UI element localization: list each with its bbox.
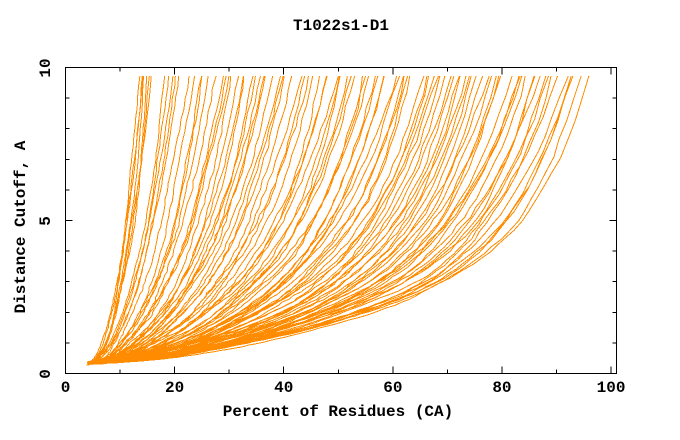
x-tick-label: 60 <box>383 379 403 397</box>
y-tick-label: 5 <box>37 215 55 226</box>
curve-line <box>93 75 254 361</box>
x-tick-label: 0 <box>60 379 71 397</box>
curve-line <box>89 76 150 363</box>
x-tick-label: 100 <box>596 379 626 397</box>
curve-line <box>102 75 484 361</box>
curve-line <box>90 75 203 362</box>
x-tick-label: 40 <box>274 379 294 397</box>
y-tick-label: 10 <box>37 57 55 78</box>
curve-line <box>102 75 535 362</box>
curve-line <box>89 76 180 363</box>
curve-line <box>103 75 572 361</box>
curve-line <box>92 76 203 364</box>
y-axis-label: Distance Cutoff, A <box>12 140 30 314</box>
curve-line <box>102 75 500 363</box>
curve-line <box>104 76 428 362</box>
curve-line <box>86 76 174 363</box>
curve-line <box>90 76 170 365</box>
x-tick-label: 20 <box>164 379 185 397</box>
curve-line <box>100 76 348 362</box>
x-axis-label: Percent of Residues (CA) <box>222 403 454 421</box>
curve-line <box>86 76 148 366</box>
curve-line <box>106 75 455 360</box>
curve-line <box>93 75 227 363</box>
curve-line <box>98 75 435 360</box>
curve-line <box>94 76 341 363</box>
x-tick-label: 80 <box>492 379 512 397</box>
curve-line <box>94 76 245 365</box>
curve-line <box>105 75 461 363</box>
y-tick-label: 0 <box>37 368 55 379</box>
curve-line <box>94 76 244 364</box>
curve-line <box>94 76 256 363</box>
curve-line <box>94 76 266 362</box>
curve-line <box>101 75 477 360</box>
page-title: T1022s1-D1 <box>292 17 390 35</box>
curve-line <box>87 76 144 364</box>
curve-line <box>109 75 582 363</box>
curve-line <box>95 75 328 361</box>
curve-line <box>95 75 425 363</box>
